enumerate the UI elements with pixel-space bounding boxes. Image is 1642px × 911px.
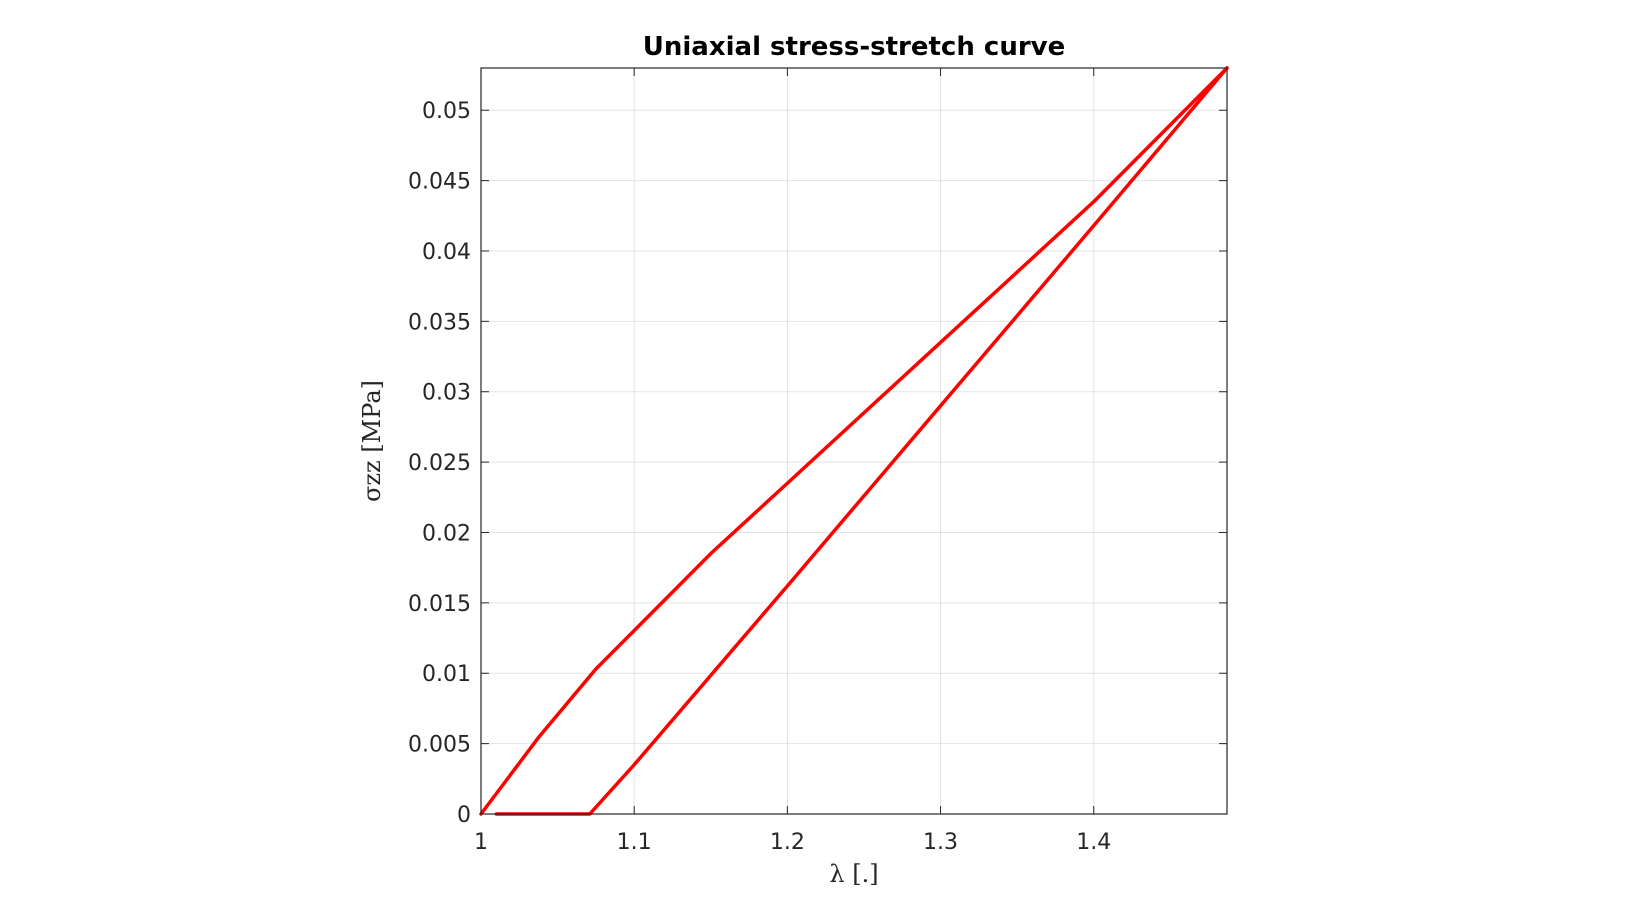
axes-box — [480, 67, 1228, 815]
y-tick-label: 0.04 — [422, 240, 471, 265]
chart-title: Uniaxial stress-stretch curve — [643, 32, 1065, 62]
y-tick-label: 0.02 — [422, 521, 471, 546]
y-tick-label: 0.025 — [408, 451, 471, 476]
x-tick-label: 1.4 — [1076, 830, 1111, 855]
y-tick-label: 0.015 — [408, 592, 471, 617]
y-tick-label: 0.01 — [422, 662, 471, 687]
x-axis-label: λ [.] — [829, 860, 878, 888]
grid — [481, 68, 1227, 814]
x-tick-label: 1.3 — [923, 830, 958, 855]
y-tick-label: 0.05 — [422, 99, 471, 124]
series-line-1 — [479, 66, 1229, 816]
y-axis-label: σzz [MPa] — [358, 380, 386, 502]
x-tick-label: 1.1 — [617, 830, 652, 855]
y-tick-label: 0 — [457, 803, 471, 828]
y-tick-label: 0.005 — [408, 733, 471, 758]
y-tick-label: 0.035 — [408, 310, 471, 335]
y-tick-label: 0.03 — [422, 381, 471, 406]
y-tick-label: 0.045 — [408, 170, 471, 195]
series-layer — [479, 66, 1229, 816]
ticks: 1 1.1 1.2 1.3 1.4 0 0.005 0.01 0.015 0.02 0.025 0.0… — [408, 68, 1227, 855]
x-tick-label: 1 — [474, 830, 488, 855]
x-tick-label: 1.2 — [770, 830, 805, 855]
